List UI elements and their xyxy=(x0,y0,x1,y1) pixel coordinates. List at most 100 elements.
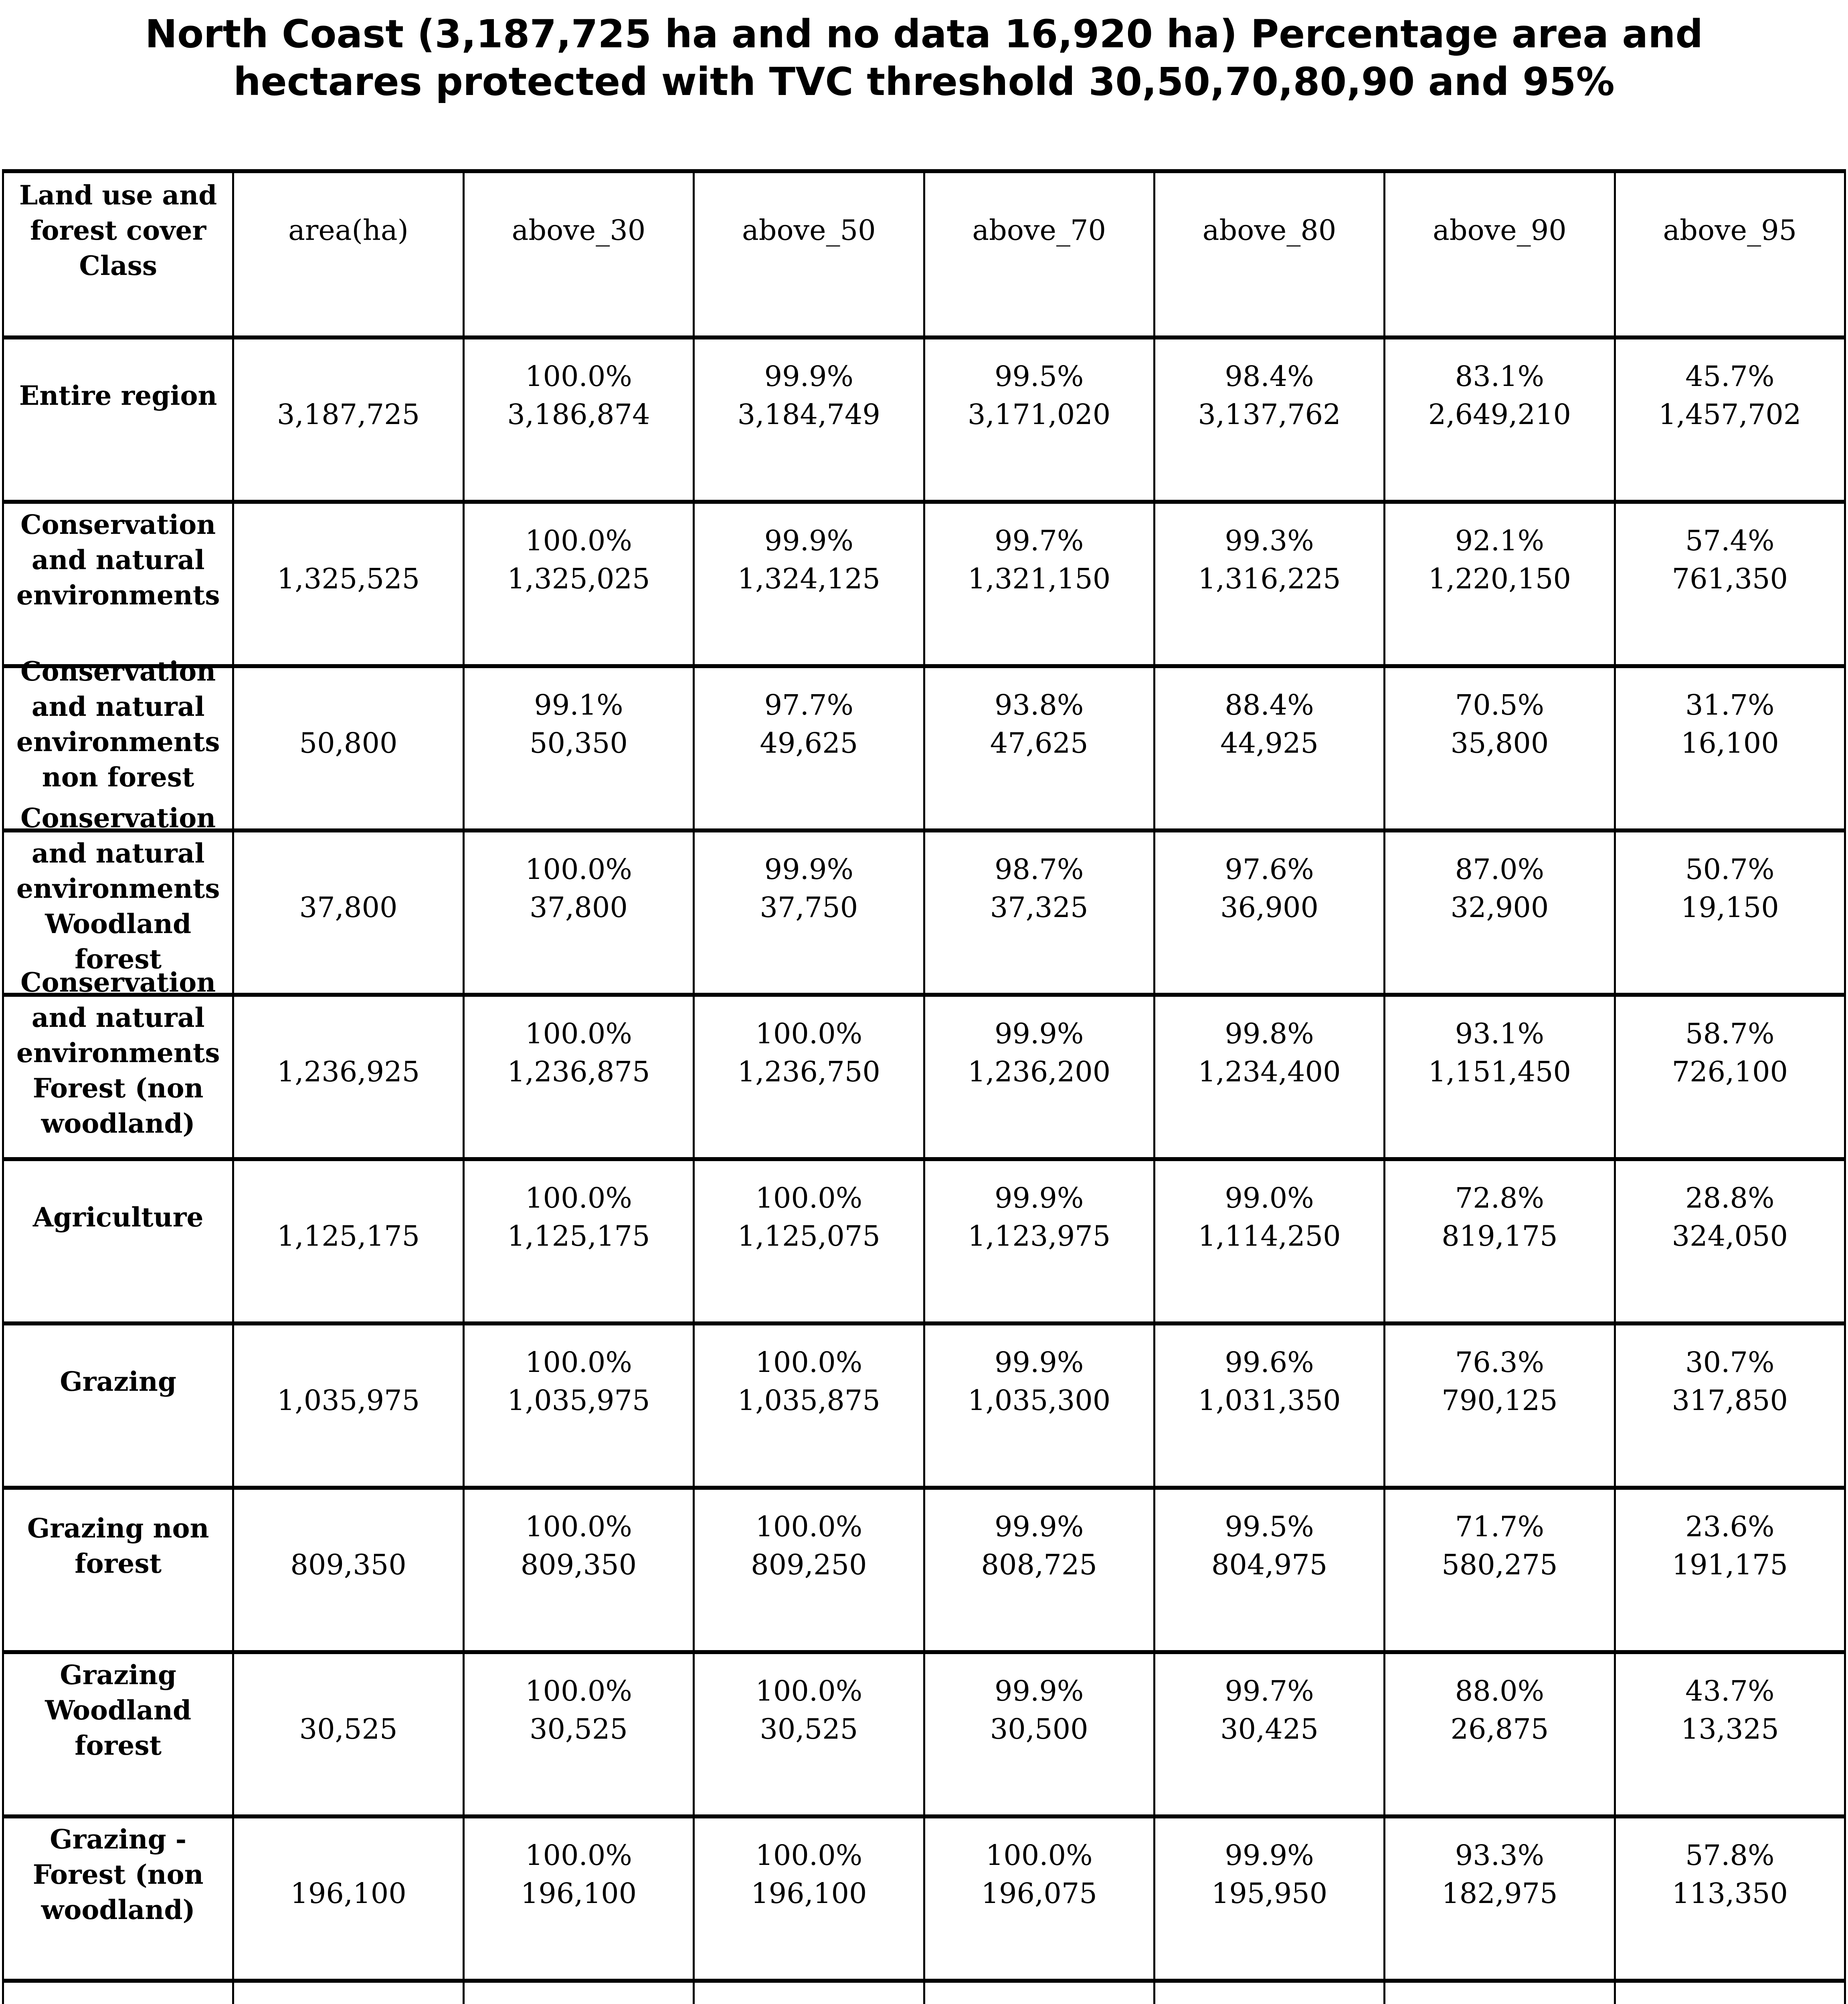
row-label-cell: Grazing Woodland forest xyxy=(2,1650,235,1818)
ha-line: 1,125,175 xyxy=(507,1220,650,1252)
row-label-cell: Conservation and natural environments Wo… xyxy=(2,802,235,997)
ha-line: 32,900 xyxy=(1450,891,1549,924)
data-cell: 100.0% 1,236,875 xyxy=(462,993,695,1161)
pct-line: 99.9% xyxy=(995,1510,1084,1543)
ha-line: 1,236,750 xyxy=(737,1055,880,1088)
ha-line: 26,875 xyxy=(1450,1713,1549,1745)
pct-line: 99.9% xyxy=(995,1182,1084,1214)
ha-line: 3,137,762 xyxy=(1198,398,1341,431)
data-cell: 99.7% 30,425 xyxy=(1153,1650,1386,1818)
data-cell: 90.7%56,900 xyxy=(1153,1979,1386,2004)
pct-line: 99.9% xyxy=(1225,1839,1314,1872)
pct-line: 45.7% xyxy=(1685,360,1775,393)
page-title: North Coast (3,187,725 ha and no data 16… xyxy=(0,10,1848,106)
pct-line: 100.0% xyxy=(755,1839,863,1872)
ha-line: 30,525 xyxy=(529,1713,628,1745)
row-label-cell: Grazing non forest xyxy=(2,1486,235,1654)
pct-line: 58.7% xyxy=(1685,1017,1775,1050)
pct-line xyxy=(234,1179,462,1217)
data-cell: 93.1% 1,151,450 xyxy=(1383,993,1616,1161)
ha-line: 1,035,300 xyxy=(968,1384,1111,1417)
data-cell: 99.0% 1,114,250 xyxy=(1153,1157,1386,1325)
data-cell: 98.7% 37,325 xyxy=(923,828,1155,997)
pct-line: 99.1% xyxy=(534,689,623,721)
area-cell: 809,350 xyxy=(232,1486,465,1654)
area-cell: 62,750 xyxy=(232,1979,465,2004)
ha-line: 182,975 xyxy=(1442,1877,1558,1910)
table-row: Conservation and natural environments 1,… xyxy=(2,500,1846,668)
data-cell: 93.8% 47,625 xyxy=(923,664,1155,832)
column-header: area(ha) xyxy=(232,169,465,339)
pct-line: 97.6% xyxy=(1225,853,1314,886)
data-cell: 100.0%62,750 xyxy=(462,1979,695,2004)
ha-line: 195,950 xyxy=(1211,1877,1328,1910)
ha-line: 19,150 xyxy=(1680,891,1779,924)
ha-line: 37,325 xyxy=(990,891,1088,924)
data-cell: 76.3% 790,125 xyxy=(1383,1321,1616,1490)
pct-line: 83.1% xyxy=(1455,360,1545,393)
ha-line: 113,350 xyxy=(1672,1877,1788,1910)
pct-line: 100.0% xyxy=(525,360,632,393)
data-cell: 99.9% 1,324,125 xyxy=(693,500,925,668)
data-cell: 99.2%62,275 xyxy=(923,1979,1155,2004)
area-cell: 50,800 xyxy=(232,664,465,832)
pct-line: 57.8% xyxy=(1685,1839,1775,1872)
data-cell: 24.1%15,125 xyxy=(1383,1979,1616,2004)
column-header-class: Land use and forest cover Class xyxy=(2,169,235,339)
pct-line: 100.0% xyxy=(525,524,632,557)
column-header: above_30 xyxy=(462,169,695,339)
pct-line: 100.0% xyxy=(755,1017,863,1050)
ha-line: 196,100 xyxy=(290,1877,406,1910)
data-cell: 100.0% 1,236,750 xyxy=(693,993,925,1161)
data-cell: 99.9% 37,750 xyxy=(693,828,925,997)
pct-line: 100.0% xyxy=(525,1346,632,1379)
pct-line: 100.0% xyxy=(525,1182,632,1214)
pct-line: 98.7% xyxy=(995,853,1084,886)
ha-line: 1,151,450 xyxy=(1428,1055,1571,1088)
area-cell: 30,525 xyxy=(232,1650,465,1818)
ha-line: 196,100 xyxy=(751,1877,867,1910)
pct-line: 99.5% xyxy=(995,360,1084,393)
ha-line: 13,325 xyxy=(1680,1713,1779,1745)
table-row: Grazing - Forest (non woodland) 196,100 1… xyxy=(2,1814,1846,1983)
pct-line xyxy=(234,1343,462,1382)
data-cell: 97.6% 36,900 xyxy=(1153,828,1386,997)
data-cell: 99.9% 1,123,975 xyxy=(923,1157,1155,1325)
table-body: Entire region 3,187,725 100.0% 3,186,874 99… xyxy=(2,335,1846,2004)
data-cell: 100.0% 1,325,025 xyxy=(462,500,695,668)
pct-line: 99.9% xyxy=(995,1017,1084,1050)
data-cell: 99.3% 1,316,225 xyxy=(1153,500,1386,668)
pct-line: 100.0% xyxy=(755,1346,863,1379)
area-cell: 1,035,975 xyxy=(232,1321,465,1490)
data-cell: 83.1% 2,649,210 xyxy=(1383,335,1616,504)
data-cell: 100.0% 196,100 xyxy=(462,1814,695,1983)
data-cell: 57.4% 761,350 xyxy=(1613,500,1846,668)
data-cell: 97.7% 49,625 xyxy=(693,664,925,832)
ha-line: 36,900 xyxy=(1220,891,1319,924)
table-row: Entire region 3,187,725 100.0% 3,186,874 99… xyxy=(2,335,1846,504)
pct-line: 99.7% xyxy=(1225,1675,1314,1707)
pct-line: 98.4% xyxy=(1225,360,1314,393)
ha-line: 30,525 xyxy=(760,1713,858,1745)
row-label-cell: Grazing - Forest (non woodland) xyxy=(2,1814,235,1983)
data-cell: 99.9% 3,184,749 xyxy=(693,335,925,504)
title-line-2: hectares protected with TVC threshold 30… xyxy=(233,59,1615,104)
pct-line: 99.9% xyxy=(995,1675,1084,1707)
data-cell: 99.5% 3,171,020 xyxy=(923,335,1155,504)
ha-line: 1,031,350 xyxy=(1198,1384,1341,1417)
pct-line: 90.7% xyxy=(1155,2001,1383,2004)
pct-line xyxy=(234,1508,462,1546)
ha-line: 819,175 xyxy=(1442,1220,1558,1252)
ha-line: 1,324,125 xyxy=(737,562,880,595)
column-header: above_95 xyxy=(1613,169,1846,339)
ha-line: 317,850 xyxy=(1672,1384,1788,1417)
data-cell: 88.0% 26,875 xyxy=(1383,1650,1616,1818)
pct-line: 88.0% xyxy=(1455,1675,1545,1707)
row-label-cell: Agriculture xyxy=(2,1157,235,1325)
data-cell: 99.9% 808,725 xyxy=(923,1486,1155,1654)
ha-line: 3,187,725 xyxy=(277,398,420,431)
ha-line: 1,457,702 xyxy=(1658,398,1801,431)
data-cell: 99.7% 1,321,150 xyxy=(923,500,1155,668)
ha-line: 1,325,025 xyxy=(507,562,650,595)
pct-line: 43.7% xyxy=(1685,1675,1775,1707)
